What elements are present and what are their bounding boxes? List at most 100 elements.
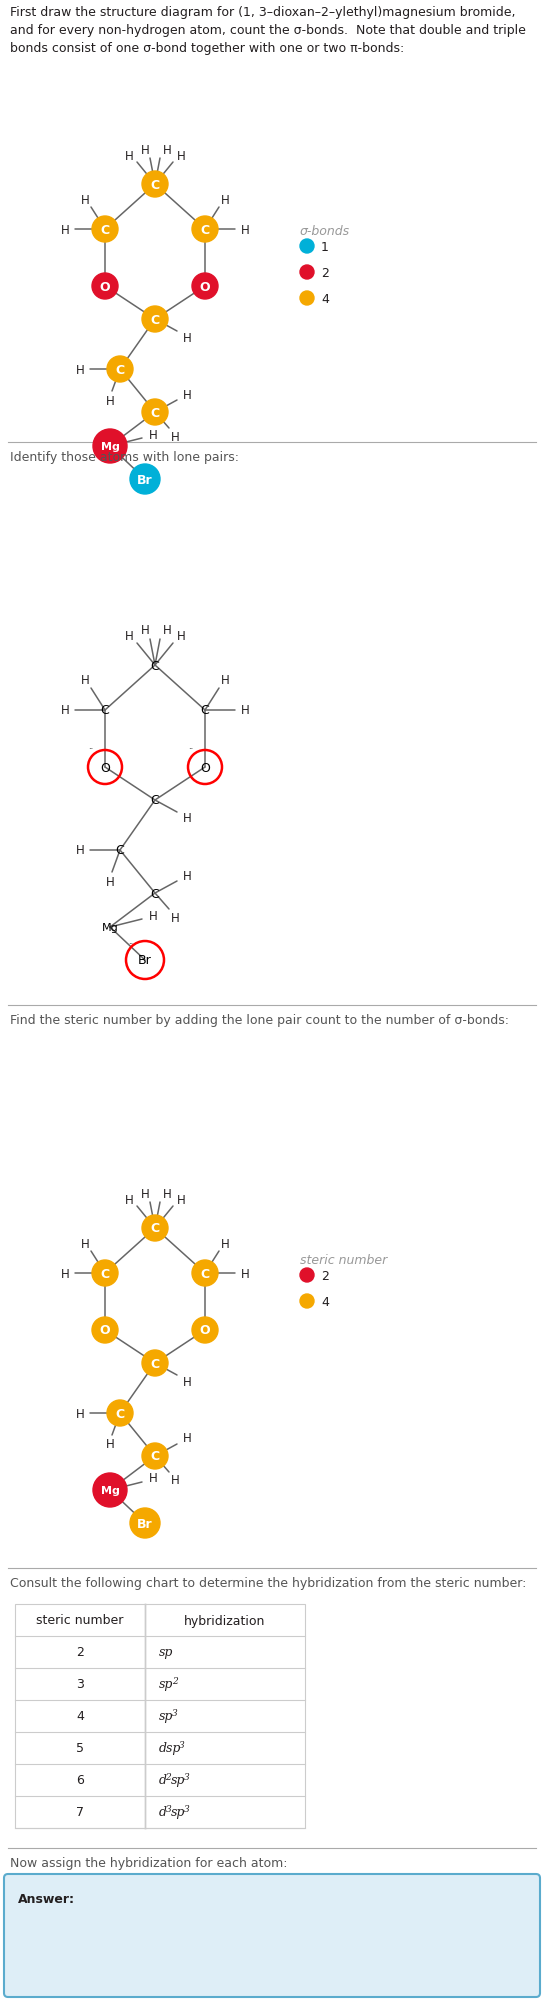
Text: steric number: steric number — [36, 1614, 123, 1626]
Text: 2: 2 — [321, 267, 329, 279]
Circle shape — [92, 1317, 118, 1343]
Text: C: C — [115, 363, 125, 377]
Text: H: H — [177, 150, 186, 162]
Text: C: C — [201, 704, 209, 718]
Text: H: H — [106, 1438, 114, 1452]
Text: H: H — [221, 1237, 230, 1249]
Text: C: C — [116, 844, 125, 856]
FancyBboxPatch shape — [4, 1875, 540, 1997]
Text: H: H — [125, 150, 133, 162]
Text: H: H — [183, 812, 191, 826]
Circle shape — [92, 1261, 118, 1287]
Text: C: C — [151, 407, 159, 419]
Text: C: C — [200, 1267, 209, 1279]
Text: Mg: Mg — [101, 1486, 120, 1496]
Text: H: H — [240, 1267, 249, 1279]
Text: O: O — [100, 762, 110, 774]
Circle shape — [300, 267, 314, 281]
Text: H: H — [81, 192, 89, 207]
Circle shape — [142, 399, 168, 425]
Text: sp: sp — [170, 1774, 185, 1786]
Text: sp: sp — [159, 1710, 174, 1722]
Text: C: C — [151, 886, 159, 900]
Text: dsp: dsp — [159, 1742, 181, 1754]
Text: H: H — [177, 630, 186, 644]
Text: C: C — [151, 178, 159, 190]
Text: H: H — [141, 1187, 150, 1199]
Text: H: H — [125, 630, 133, 644]
Text: H: H — [221, 674, 230, 688]
Circle shape — [300, 293, 314, 307]
Text: σ-bonds: σ-bonds — [300, 225, 350, 239]
Circle shape — [92, 275, 118, 301]
Text: ··: ·· — [88, 744, 93, 754]
Circle shape — [93, 429, 127, 463]
Circle shape — [130, 1508, 160, 1538]
Text: O: O — [100, 281, 110, 293]
Text: 2: 2 — [76, 1646, 84, 1658]
Text: Mg: Mg — [101, 441, 120, 451]
Text: Consult the following chart to determine the hybridization from the steric numbe: Consult the following chart to determine… — [10, 1576, 527, 1590]
Text: 2: 2 — [172, 1676, 178, 1686]
Circle shape — [192, 217, 218, 243]
Text: Br: Br — [137, 473, 153, 487]
Text: 3: 3 — [178, 1740, 184, 1750]
Text: 4: 4 — [321, 293, 329, 305]
Text: Br: Br — [138, 954, 152, 966]
Text: C: C — [151, 1450, 159, 1464]
Text: H: H — [177, 1193, 186, 1205]
Text: H: H — [60, 704, 70, 718]
Circle shape — [192, 1317, 218, 1343]
Text: H: H — [163, 144, 171, 156]
Text: d: d — [159, 1807, 167, 1819]
Text: hybridization: hybridization — [184, 1614, 265, 1626]
Text: H: H — [106, 395, 114, 407]
Text: 4: 4 — [76, 1710, 84, 1722]
Text: 3: 3 — [165, 1804, 171, 1815]
Text: d: d — [159, 1774, 167, 1786]
Text: H: H — [141, 624, 150, 638]
Text: H: H — [163, 624, 171, 638]
Circle shape — [142, 1215, 168, 1241]
Circle shape — [107, 1399, 133, 1426]
Text: H: H — [76, 844, 84, 856]
Text: Br: Br — [137, 1516, 153, 1530]
Text: H: H — [141, 144, 150, 156]
Text: Find the steric number by adding the lone pair count to the number of σ-bonds:: Find the steric number by adding the lon… — [10, 1013, 509, 1027]
Text: C: C — [200, 223, 209, 237]
Text: C: C — [151, 660, 159, 672]
Text: H: H — [183, 868, 191, 882]
Text: C: C — [101, 1267, 109, 1279]
Text: H: H — [171, 910, 180, 924]
Text: 3: 3 — [76, 1678, 84, 1690]
Circle shape — [142, 172, 168, 198]
Text: O: O — [200, 1323, 211, 1337]
Text: H: H — [81, 674, 89, 688]
Text: H: H — [125, 1193, 133, 1205]
Circle shape — [300, 1295, 314, 1309]
Text: sp: sp — [159, 1646, 174, 1658]
Text: C: C — [151, 313, 159, 327]
Text: C: C — [115, 1408, 125, 1420]
Text: Answer:: Answer: — [18, 1893, 75, 1905]
Circle shape — [92, 217, 118, 243]
Text: ··: ·· — [188, 744, 193, 754]
Text: H: H — [183, 331, 191, 345]
Text: H: H — [183, 1375, 191, 1387]
Text: H: H — [60, 223, 70, 237]
Text: H: H — [76, 1408, 84, 1420]
Text: 6: 6 — [76, 1774, 84, 1786]
Text: steric number: steric number — [300, 1253, 387, 1267]
Circle shape — [192, 275, 218, 301]
Text: 7: 7 — [76, 1807, 84, 1819]
Text: sp: sp — [159, 1678, 174, 1690]
Text: H: H — [183, 1432, 191, 1446]
Text: H: H — [149, 908, 157, 922]
Text: 3: 3 — [172, 1708, 178, 1718]
Circle shape — [142, 1444, 168, 1470]
Text: O: O — [200, 281, 211, 293]
Circle shape — [300, 241, 314, 255]
Text: H: H — [240, 704, 249, 718]
Text: H: H — [171, 1474, 180, 1488]
Text: First draw the structure diagram for (1, 3–dioxan–2–ylethyl)magnesium bromide,
a: First draw the structure diagram for (1,… — [10, 6, 526, 54]
